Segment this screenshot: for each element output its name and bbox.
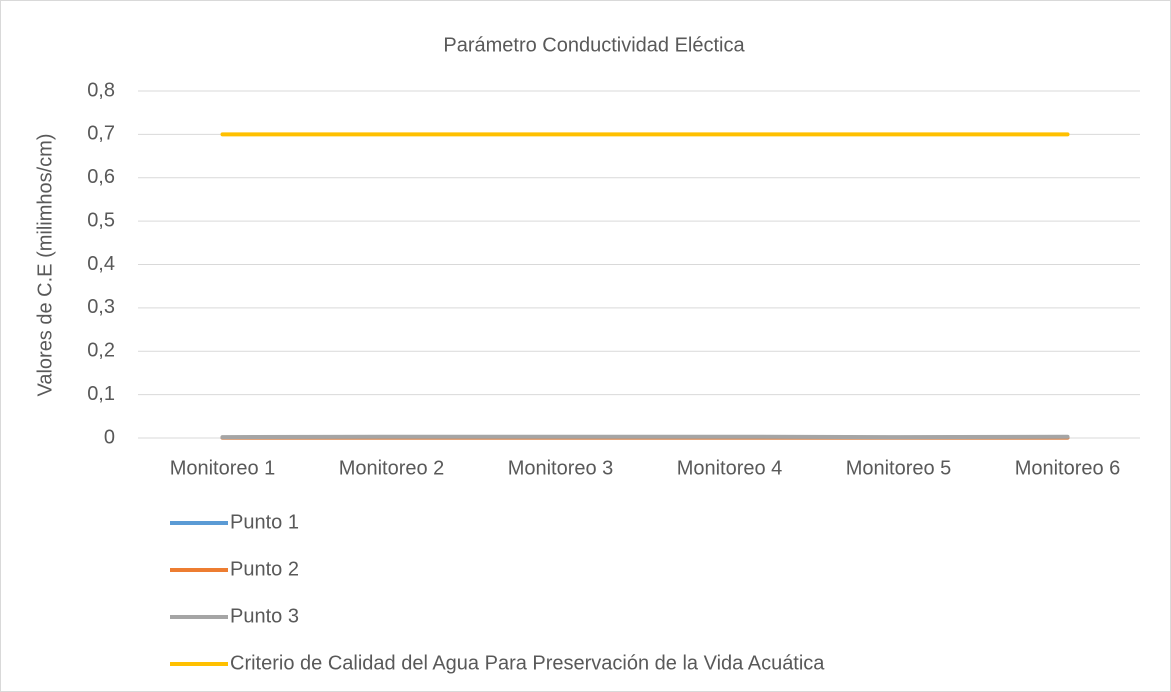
y-axis-label: Valores de C.E (milimhos/cm) [34, 133, 56, 396]
x-tick-label: Monitoreo 5 [846, 457, 952, 479]
y-tick-label: 0 [104, 426, 115, 448]
legend-label: Punto 2 [230, 558, 299, 580]
legend-label: Punto 3 [230, 605, 299, 627]
x-tick-label: Monitoreo 2 [339, 457, 445, 479]
y-tick-label: 0,4 [87, 253, 115, 275]
y-tick-label: 0,7 [87, 123, 115, 145]
y-tick-label: 0,6 [87, 166, 115, 188]
x-tick-label: Monitoreo 3 [508, 457, 614, 479]
legend-label: Criterio de Calidad del Agua Para Preser… [230, 652, 825, 674]
x-tick-label: Monitoreo 6 [1015, 457, 1121, 479]
y-tick-label: 0,1 [87, 383, 115, 405]
y-tick-label: 0,2 [87, 340, 115, 362]
y-tick-label: 0,5 [87, 209, 115, 231]
chart-title: Parámetro Conductividad Eléctica [443, 34, 745, 56]
x-tick-label: Monitoreo 1 [170, 457, 276, 479]
y-tick-label: 0,3 [87, 296, 115, 318]
x-tick-label: Monitoreo 4 [677, 457, 783, 479]
legend-label: Punto 1 [230, 511, 299, 533]
y-tick-label: 0,8 [87, 79, 115, 101]
